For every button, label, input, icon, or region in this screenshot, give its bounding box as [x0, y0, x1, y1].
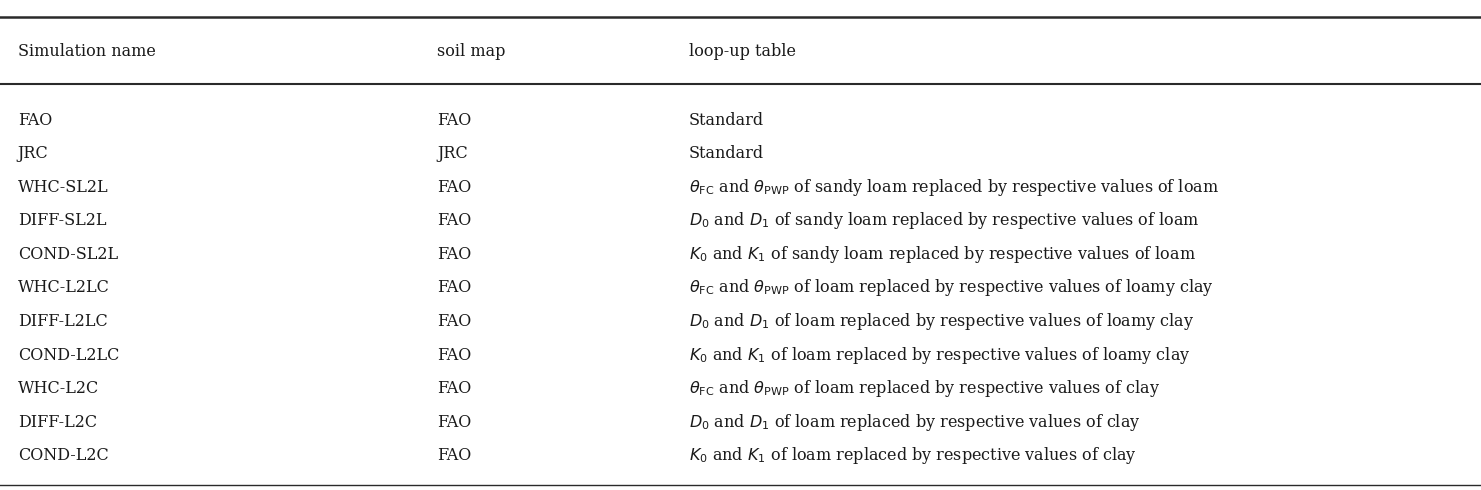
Text: FAO: FAO	[437, 313, 471, 330]
Text: DIFF-SL2L: DIFF-SL2L	[18, 212, 107, 229]
Text: WHC-L2LC: WHC-L2LC	[18, 279, 110, 296]
Text: FAO: FAO	[437, 179, 471, 196]
Text: $K_{0}$ and $K_{1}$ of loam replaced by respective values of loamy clay: $K_{0}$ and $K_{1}$ of loam replaced by …	[689, 344, 1191, 366]
Text: $D_{0}$ and $D_{1}$ of loam replaced by respective values of loamy clay: $D_{0}$ and $D_{1}$ of loam replaced by …	[689, 311, 1194, 332]
Text: soil map: soil map	[437, 43, 505, 60]
Text: $\theta_{\mathrm{FC}}$ and $\theta_{\mathrm{PWP}}$ of sandy loam replaced by res: $\theta_{\mathrm{FC}}$ and $\theta_{\mat…	[689, 177, 1219, 197]
Text: COND-SL2L: COND-SL2L	[18, 246, 118, 263]
Text: FAO: FAO	[437, 414, 471, 431]
Text: WHC-SL2L: WHC-SL2L	[18, 179, 108, 196]
Text: $D_{0}$ and $D_{1}$ of loam replaced by respective values of clay: $D_{0}$ and $D_{1}$ of loam replaced by …	[689, 412, 1140, 433]
Text: FAO: FAO	[437, 279, 471, 296]
Text: Simulation name: Simulation name	[18, 43, 156, 60]
Text: FAO: FAO	[18, 112, 52, 128]
Text: $K_{0}$ and $K_{1}$ of loam replaced by respective values of clay: $K_{0}$ and $K_{1}$ of loam replaced by …	[689, 445, 1136, 466]
Text: FAO: FAO	[437, 112, 471, 128]
Text: $D_{0}$ and $D_{1}$ of sandy loam replaced by respective values of loam: $D_{0}$ and $D_{1}$ of sandy loam replac…	[689, 210, 1200, 231]
Text: Standard: Standard	[689, 145, 764, 162]
Text: $\theta_{\mathrm{FC}}$ and $\theta_{\mathrm{PWP}}$ of loam replaced by respectiv: $\theta_{\mathrm{FC}}$ and $\theta_{\mat…	[689, 378, 1160, 399]
Text: JRC: JRC	[437, 145, 468, 162]
Text: COND-L2LC: COND-L2LC	[18, 346, 118, 364]
Text: $K_{0}$ and $K_{1}$ of sandy loam replaced by respective values of loam: $K_{0}$ and $K_{1}$ of sandy loam replac…	[689, 244, 1195, 265]
Text: FAO: FAO	[437, 346, 471, 364]
Text: FAO: FAO	[437, 380, 471, 397]
Text: COND-L2C: COND-L2C	[18, 447, 108, 464]
Text: WHC-L2C: WHC-L2C	[18, 380, 99, 397]
Text: Standard: Standard	[689, 112, 764, 128]
Text: $\theta_{\mathrm{FC}}$ and $\theta_{\mathrm{PWP}}$ of loam replaced by respectiv: $\theta_{\mathrm{FC}}$ and $\theta_{\mat…	[689, 277, 1213, 298]
Text: FAO: FAO	[437, 212, 471, 229]
Text: JRC: JRC	[18, 145, 49, 162]
Text: FAO: FAO	[437, 447, 471, 464]
Text: DIFF-L2C: DIFF-L2C	[18, 414, 96, 431]
Text: loop-up table: loop-up table	[689, 43, 795, 60]
Text: DIFF-L2LC: DIFF-L2LC	[18, 313, 108, 330]
Text: FAO: FAO	[437, 246, 471, 263]
